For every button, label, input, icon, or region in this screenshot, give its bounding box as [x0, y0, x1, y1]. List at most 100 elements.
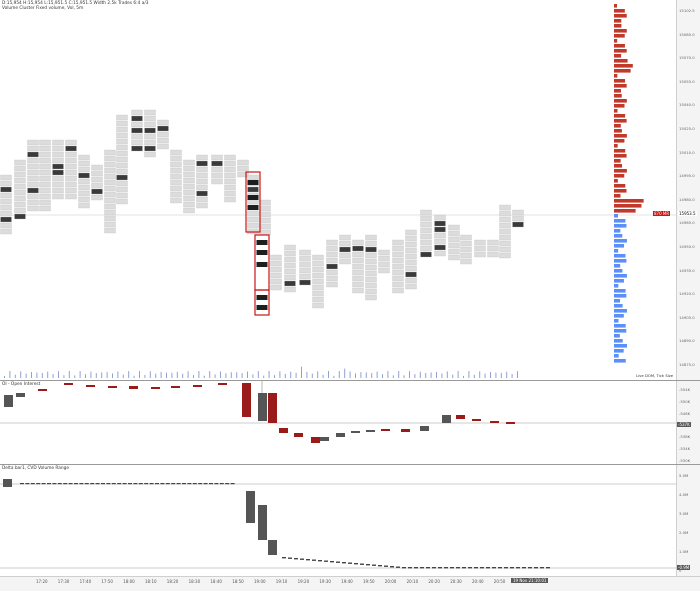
cluster-cell: [171, 180, 182, 185]
volume-bar: [501, 373, 502, 378]
axis-tick-label: 14875.0: [679, 362, 695, 367]
volume-bar: [404, 375, 405, 378]
delta-chart[interactable]: [0, 465, 676, 576]
poc-cell: [257, 240, 268, 245]
volume-bar: [9, 371, 10, 378]
profile-bar: [614, 9, 625, 13]
profile-bar: [614, 149, 625, 153]
cluster-cell: [212, 167, 223, 172]
cluster-chart[interactable]: [0, 0, 676, 380]
cluster-cell: [435, 245, 446, 250]
volume-bar: [279, 371, 280, 378]
volume-bar: [36, 373, 37, 378]
cluster-cell: [353, 288, 364, 293]
cluster-cell: [435, 215, 446, 220]
axis-tick-label: 14920.0: [679, 291, 695, 296]
cluster-cell: [66, 194, 77, 199]
open-interest-panel[interactable]: OI - Open Interest: [0, 381, 676, 464]
volume-bar: [512, 374, 513, 378]
profile-bar: [614, 339, 623, 343]
delta-bar: [36, 483, 40, 484]
volume-cluster-panel[interactable]: D:15,954 H:15,954 L:15,951.5 C:15,951.5 …: [0, 0, 676, 380]
oi-bar: [64, 383, 73, 385]
volume-bar: [58, 371, 59, 378]
profile-bar: [614, 159, 621, 163]
volume-bar: [139, 371, 140, 378]
profile-bar: [614, 239, 627, 243]
cluster-cell: [15, 214, 26, 219]
volume-bar: [242, 373, 243, 378]
volume-bar: [431, 372, 432, 378]
cluster-cell: [184, 190, 195, 195]
volume-bar: [128, 371, 129, 378]
cluster-cell: [40, 176, 51, 181]
volume-bar: [258, 371, 259, 378]
cluster-cell: [15, 208, 26, 213]
volume-bar: [463, 376, 464, 378]
cluster-cell: [197, 167, 208, 172]
axis-tick-label: 15102.5: [679, 8, 695, 13]
delta-bar: [268, 540, 277, 555]
delta-bar: [300, 559, 304, 560]
time-axis[interactable]: 17:20 17:30 17:40 17:50 18:00 18:10 18:20 18:30…: [0, 576, 700, 591]
cluster-cell: [353, 270, 364, 275]
poc-box: [255, 290, 269, 315]
axis-tick-label: -554K: [679, 387, 690, 392]
cluster-cell: [366, 271, 377, 276]
poc-cell: [257, 250, 268, 255]
cluster-cell: [379, 256, 390, 261]
delta-bar: [74, 483, 78, 484]
delta-bar: [123, 483, 127, 484]
cluster-cell: [117, 151, 128, 156]
volume-bar: [150, 371, 151, 378]
cluster-cell: [28, 152, 39, 157]
cluster-cell: [105, 180, 116, 185]
cluster-cell: [406, 272, 417, 277]
profile-bar: [614, 129, 622, 133]
delta-bar: [414, 567, 418, 568]
cluster-cell: [225, 161, 236, 166]
cluster-cell: [117, 121, 128, 126]
cluster-cell: [79, 185, 90, 190]
cluster-cell: [171, 198, 182, 203]
volume-bar: [26, 374, 27, 378]
cluster-cell: [406, 236, 417, 241]
cluster-cell: [406, 248, 417, 253]
cluster-cell: [171, 156, 182, 161]
profile-bar: [614, 154, 627, 158]
volume-bar: [247, 372, 248, 378]
axis-tick-label: 14980.0: [679, 197, 695, 202]
cluster-cell: [145, 134, 156, 139]
profile-bar: [614, 44, 625, 48]
volume-bar: [236, 372, 237, 378]
delta-panel[interactable]: Delta bar1, CVD Volume Range: [0, 465, 676, 576]
cluster-cell: [28, 188, 39, 193]
delta-bar: [450, 567, 454, 568]
cluster-cell: [340, 259, 351, 264]
oi-chart[interactable]: [0, 381, 676, 464]
cluster-cell: [105, 222, 116, 227]
delta-axis[interactable]: 5.0M 4.0M 3.0M 2.0M 1.0M 0: [676, 465, 700, 576]
axis-tick-label: -534K: [679, 446, 690, 451]
axis-tick-label: -530K: [679, 458, 690, 463]
cluster-cell: [366, 283, 377, 288]
volume-bar: [328, 371, 329, 378]
delta-bar: [106, 483, 110, 484]
cluster-cell: [197, 203, 208, 208]
cluster-cell: [475, 246, 486, 251]
volume-bar: [269, 371, 270, 378]
volume-bar: [490, 372, 491, 378]
cluster-cell: [171, 186, 182, 191]
cluster-cell: [15, 160, 26, 165]
price-axis[interactable]: 15102.5 15085.0 15070.0 15055.0 15040.0 15025…: [676, 0, 700, 380]
cluster-cell: [197, 179, 208, 184]
delta-bar: [187, 483, 191, 484]
volume-bar: [96, 373, 97, 378]
time-tick-label: 20:00: [385, 579, 397, 584]
cluster-cell: [449, 255, 460, 260]
delta-bar: [231, 483, 235, 484]
cluster-cell: [406, 284, 417, 289]
cluster-cell: [197, 173, 208, 178]
delta-bar: [390, 566, 394, 567]
delta-bar: [402, 567, 406, 568]
